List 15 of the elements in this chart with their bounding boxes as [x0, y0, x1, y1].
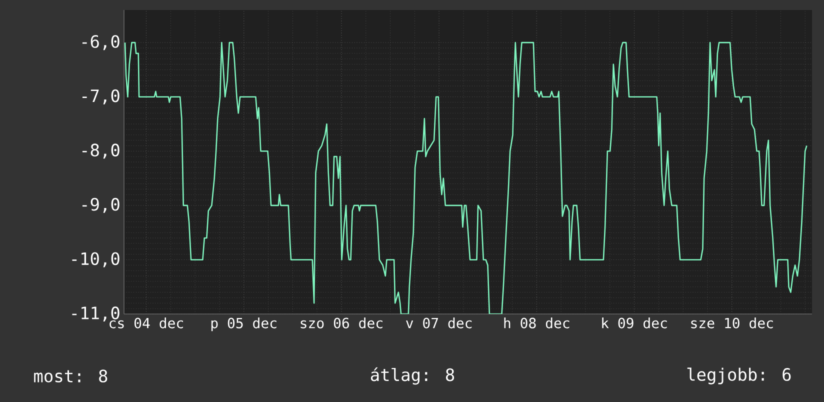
x-tick-label: szo 06 dec [300, 318, 382, 328]
x-tick-label: sze 10 dec [691, 318, 773, 328]
y-tick-label: -9,0 [82, 198, 120, 213]
x-tick-label: p 05 dec [211, 318, 276, 332]
text: legjobb: 6 [687, 368, 791, 384]
x-tick-label: k 09 dec [602, 318, 667, 328]
x-tick-label: v 07 dec [406, 318, 472, 328]
y-tick-label: -11,0 [72, 306, 120, 322]
y-tick-label: -8,0 [82, 144, 120, 159]
text: most: 8 [34, 370, 108, 382]
y-tick-label: -7,0 [82, 89, 120, 104]
x-tick-label: h 08 dec [504, 318, 570, 328]
y-tick-label: -10,0 [72, 252, 120, 268]
text: átlag: 8 [370, 367, 454, 385]
y-tick-label: -6,0 [82, 35, 120, 50]
